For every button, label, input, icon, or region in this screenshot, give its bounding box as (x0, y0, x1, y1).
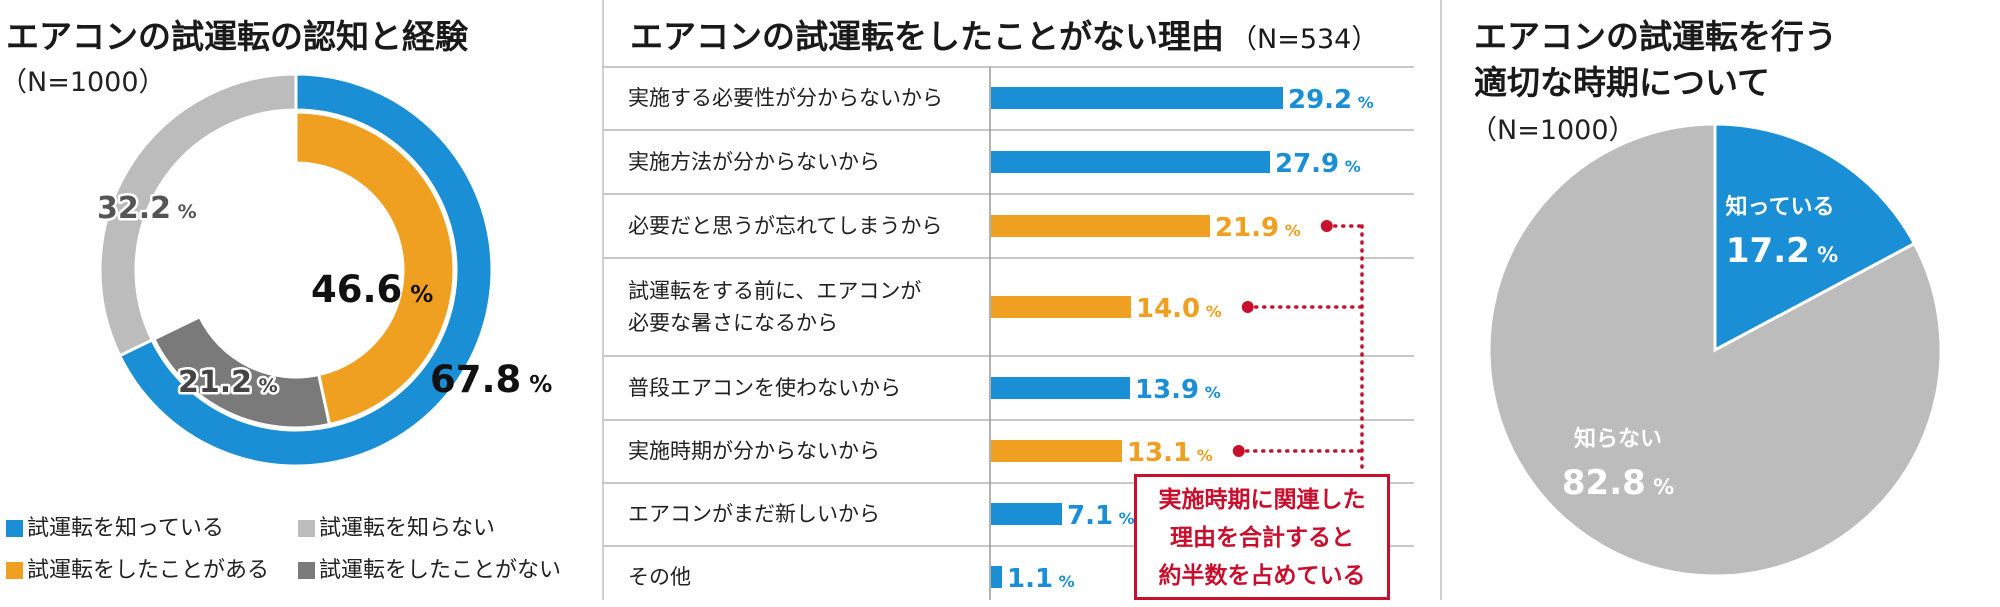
bar-category-6: 実施時期が分からないから (628, 435, 880, 467)
legend-never-tried-swatch (298, 562, 315, 579)
legend-tried-swatch (6, 562, 23, 579)
pie-dont-know-label: 知らない (1574, 426, 1662, 452)
bar-value-5: 13.9 % (1135, 375, 1221, 405)
bar-value-1: 29.2 % (1288, 85, 1374, 115)
outer-ring-dont-know-slice (98, 72, 298, 358)
highlight-dot-3 (1320, 220, 1333, 232)
awareness-title: エアコンの試運転の認知と経験 (6, 17, 468, 56)
reasons-panel: エアコンの試運転をしたことがない理由 （N=534） 29.2 % 27.9 % 21… (602, 0, 1440, 607)
panel-divider-2 (1440, 0, 1442, 600)
legend-know-swatch (6, 520, 23, 537)
reasons-sample-size: （N=534） (1230, 24, 1379, 55)
bar-category-3: 必要だと思うが忘れてしまうから (628, 210, 942, 242)
bar-category-2-line-1: 実施方法が分からないから (628, 150, 880, 174)
bar-category-6-line-1: 実施時期が分からないから (628, 439, 880, 463)
bar-3 (991, 215, 1210, 237)
legend-never-tried: 試運転をしたことがない (298, 552, 561, 584)
outer-ring-know-slice (117, 72, 494, 468)
bar-category-7-line-1: エアコンがまだ新しいから (628, 502, 880, 526)
legend-tried-label: 試運転をしたことがある (27, 558, 270, 583)
pie-know-value: 17.2 % (1726, 231, 1838, 271)
bar-value-6: 13.1 % (1127, 438, 1213, 468)
legend-dont-know-label: 試運転を知らない (319, 516, 496, 541)
bar-value-8: 1.1 % (1007, 564, 1075, 594)
outer-ring-dont-know-value: 32.2 % (97, 191, 197, 226)
bar-category-4-line-2: 必要な暑さになるから (628, 311, 838, 335)
bar-value-4: 14.0 % (1136, 294, 1222, 324)
bar-category-3-line-1: 必要だと思うが忘れてしまうから (628, 214, 943, 238)
timing-pie-chart: 知っている 17.2 % 知らない 82.8 % (1487, 122, 1943, 578)
legend-know: 試運転を知っている (6, 510, 224, 542)
legend-dont-know-swatch (298, 520, 315, 537)
reasons-title: エアコンの試運転をしたことがない理由 （N=534） (630, 10, 1378, 58)
reasons-title-text: エアコンの試運転をしたことがない理由 (630, 17, 1224, 56)
bar-8 (991, 566, 1002, 588)
timing-annotation-box: 実施時期に関連した 理由を合計すると 約半数を占めている (1134, 474, 1390, 600)
bar-category-7: エアコンがまだ新しいから (628, 498, 880, 530)
nested-donut-chart: 46.6 % 67.8 % 32.2 % 21.2 % (95, 72, 552, 468)
highlight-dot-4 (1241, 301, 1254, 313)
legend-dont-know: 試運転を知らない (298, 510, 495, 542)
annotation-line-2: 理由を合計すると (1170, 525, 1354, 551)
timing-title-line-1: エアコンの試運転を行う (1474, 17, 1837, 56)
bar-value-2: 27.9 % (1275, 149, 1361, 179)
inner-ring-tried-slice (294, 110, 456, 427)
legend-tried: 試運転をしたことがある (6, 552, 269, 584)
bar-category-2: 実施方法が分からないから (628, 146, 880, 178)
timing-panel: エアコンの試運転を行う 適切な時期について （N=1000） 知っている 17.2… (1440, 0, 2000, 607)
highlight-dot-6 (1232, 445, 1245, 457)
legend-know-label: 試運転を知っている (27, 516, 224, 541)
awareness-panel: エアコンの試運転の認知と経験 （N=1000） 46.6 % 67.8 % 32.2… (0, 0, 602, 607)
bar-2 (991, 151, 1270, 173)
bar-4 (991, 296, 1131, 318)
bar-5 (991, 377, 1130, 399)
reasons-bar-chart: 29.2 % 27.9 % 21.9 % 14.0 % 13.9 % 13.1 % 7.1 … (602, 66, 1414, 600)
bar-7 (991, 503, 1062, 525)
pie-dont-know-value: 82.8 % (1562, 463, 1674, 503)
legend-never-tried-label: 試運転をしたことがない (319, 558, 562, 583)
pie-dont-know-slice (1487, 122, 1943, 578)
inner-ring-never-tried-value: 21.2 % (178, 365, 278, 400)
bar-value-3: 21.9 % (1215, 213, 1301, 243)
awareness-sample-size: （N=1000） (0, 67, 166, 98)
bar-6 (991, 440, 1122, 462)
inner-ring-tried-value: 46.6 % (311, 268, 433, 311)
bar-category-4-line-1: 試運転をする前に、エアコンが (628, 279, 922, 303)
bar-category-5: 普段エアコンを使わないから (628, 372, 901, 404)
pie-know-label: 知っている (1726, 194, 1835, 220)
bar-category-1: 実施する必要性が分からないから (628, 82, 943, 114)
bar-1 (991, 87, 1283, 109)
bar-category-4: 試運転をする前に、エアコンが 必要な暑さになるから (628, 275, 921, 339)
inner-ring-never-tried-slice (151, 314, 332, 430)
pie-know-slice (1713, 122, 1917, 353)
bar-category-8: その他 (628, 561, 691, 593)
outer-ring-know-value: 67.8 % (430, 358, 552, 401)
timing-sample-size: （N=1000） (1470, 115, 1636, 146)
bar-value-7: 7.1 % (1067, 501, 1135, 531)
bar-category-8-line-1: その他 (628, 565, 691, 589)
bar-category-5-line-1: 普段エアコンを使わないから (628, 376, 901, 400)
timing-title-line-2: 適切な時期について (1474, 63, 1771, 102)
panel-divider-1 (602, 0, 604, 600)
annotation-line-3: 約半数を占めている (1158, 563, 1366, 589)
bar-category-1-line-1: 実施する必要性が分からないから (628, 86, 943, 110)
annotation-line-1: 実施時期に関連した (1158, 487, 1366, 513)
